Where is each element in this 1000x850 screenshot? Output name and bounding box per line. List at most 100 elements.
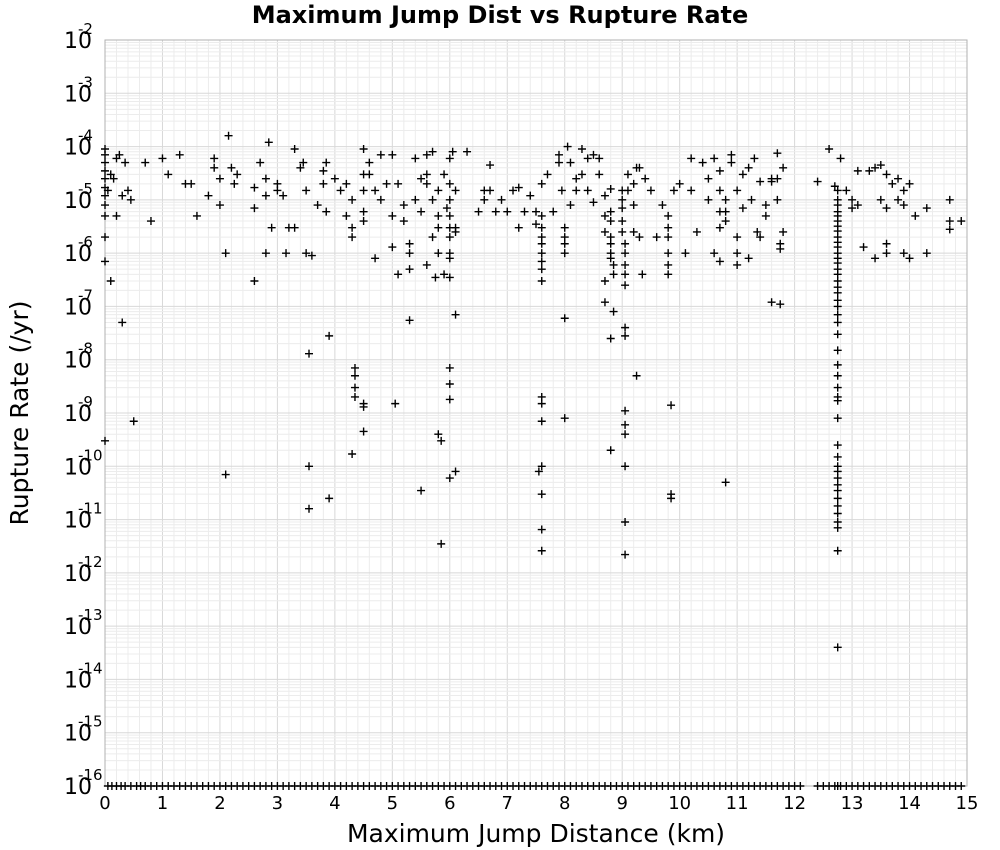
data-point: [445, 195, 454, 204]
data-point: [230, 179, 239, 188]
y-tick-label: 10-10: [64, 446, 103, 480]
data-point: [733, 249, 742, 258]
data-point: [560, 223, 569, 232]
data-point: [756, 233, 765, 242]
data-point: [350, 392, 359, 401]
y-tick-exponent: -4: [78, 127, 93, 145]
data-point: [224, 131, 233, 140]
data-point: [761, 201, 770, 210]
data-point: [299, 158, 308, 167]
data-point: [698, 158, 707, 167]
data-point: [738, 170, 747, 179]
data-point: [497, 195, 506, 204]
data-point: [440, 170, 449, 179]
data-point: [417, 174, 426, 183]
data-point: [658, 201, 667, 210]
data-point: [158, 154, 167, 163]
data-point: [744, 163, 753, 172]
data-point: [853, 166, 862, 175]
y-tick-exponent: -8: [78, 340, 93, 358]
data-point: [664, 260, 673, 269]
data-point: [290, 223, 299, 232]
data-point: [296, 163, 305, 172]
data-point: [589, 198, 598, 207]
data-point: [675, 179, 684, 188]
y-tick-exponent: -13: [78, 606, 103, 624]
x-tick-label: 8: [559, 793, 570, 814]
data-point: [621, 462, 630, 471]
data-point: [744, 254, 753, 263]
data-point: [227, 163, 236, 172]
data-point: [115, 150, 124, 159]
data-point: [563, 142, 572, 151]
data-point: [187, 179, 196, 188]
y-tick-label: 10-13: [64, 606, 103, 640]
data-point: [273, 179, 282, 188]
data-point: [833, 452, 842, 461]
y-tick-base: 10: [64, 562, 92, 587]
data-point: [417, 207, 426, 216]
data-point: [704, 174, 713, 183]
data-point: [606, 217, 615, 226]
y-tick-exponent: -9: [78, 393, 93, 411]
data-point: [350, 371, 359, 380]
y-tick-exponent: -7: [78, 286, 93, 304]
data-point: [388, 150, 397, 159]
x-tick-label: 9: [616, 793, 627, 814]
x-axis-ticks: 0 1 2 3 4 5 6 7 8 9 10 11 12 13 14 15: [99, 793, 978, 814]
data-point: [537, 525, 546, 534]
data-point: [537, 277, 546, 286]
x-tick-label: 7: [502, 793, 513, 814]
x-tick-label: 0: [99, 793, 110, 814]
data-point: [871, 254, 880, 263]
data-point: [776, 244, 785, 253]
data-point: [871, 163, 880, 172]
data-point: [391, 399, 400, 408]
data-point: [733, 260, 742, 269]
data-point: [348, 223, 357, 232]
data-point: [721, 217, 730, 226]
data-point: [876, 195, 885, 204]
data-point: [534, 467, 543, 476]
x-tick-label: 12: [783, 793, 806, 814]
data-point: [922, 204, 931, 213]
data-point: [101, 201, 109, 210]
data-point: [756, 177, 765, 186]
y-tick-label: 10-15: [64, 713, 103, 747]
data-point: [405, 316, 414, 325]
y-tick-exponent: -10: [78, 446, 103, 464]
data-point: [957, 217, 966, 226]
data-point: [164, 170, 173, 179]
data-point: [704, 195, 713, 204]
data-point: [888, 179, 897, 188]
x-tick-label: 2: [214, 793, 225, 814]
data-point: [319, 166, 328, 175]
y-tick-exponent: -11: [78, 500, 103, 518]
data-point: [141, 158, 150, 167]
data-point: [606, 184, 615, 193]
data-point: [560, 414, 569, 423]
data-point: [359, 207, 368, 216]
data-point: [192, 211, 201, 220]
data-point: [330, 174, 339, 183]
data-point: [710, 154, 719, 163]
data-point: [882, 204, 891, 213]
data-point: [261, 249, 270, 258]
y-tick-base: 10: [64, 615, 92, 640]
data-point: [382, 179, 391, 188]
data-point: [945, 195, 954, 204]
data-point: [434, 186, 443, 195]
data-point: [221, 249, 230, 258]
y-tick-base: 10: [64, 668, 92, 693]
data-point: [848, 195, 857, 204]
data-point: [833, 360, 842, 369]
data-point: [882, 239, 891, 248]
data-point: [733, 233, 742, 242]
data-point: [422, 179, 431, 188]
data-point: [503, 207, 512, 216]
data-point: [621, 323, 630, 332]
data-point: [445, 179, 454, 188]
data-point: [638, 270, 647, 279]
data-point: [305, 504, 314, 513]
